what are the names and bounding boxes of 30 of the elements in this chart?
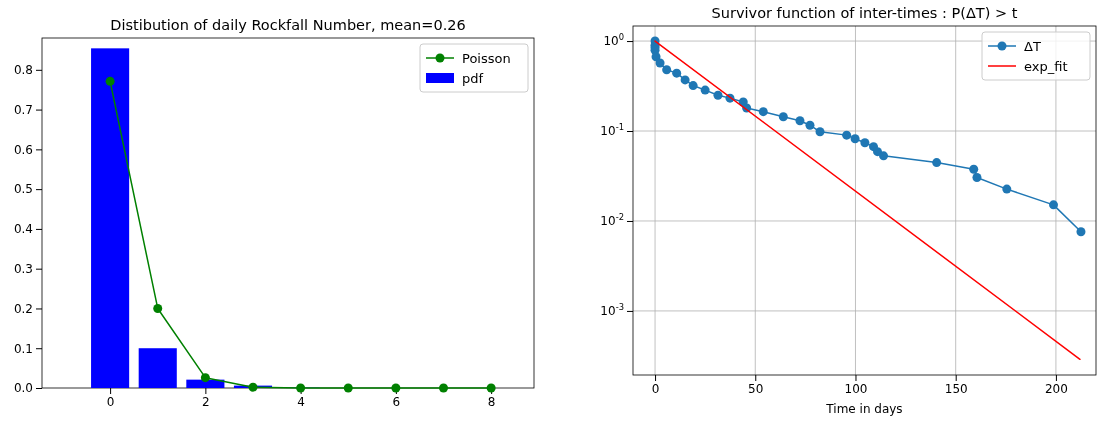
chart-title: Survivor function of inter-times : P(ΔT) > t [711, 5, 1018, 21]
y-tick-label: 10$^{0}$ [603, 32, 624, 49]
chart-title: Distibution of daily Rockfall Number, mean=0.26 [110, 17, 466, 33]
legend-label: exp_fit [1024, 58, 1068, 74]
y-tick-label: 0.7 [13, 102, 33, 117]
x-tick-label: 2 [202, 394, 210, 409]
legend-label: Poisson [462, 50, 511, 66]
x-tick-label: 0 [651, 381, 660, 396]
y-tick-label: 0.3 [13, 262, 33, 277]
x-tick-label: 50 [748, 381, 764, 396]
y-tick-label: 0.6 [13, 142, 33, 157]
y-tick-label: 0.8 [13, 63, 33, 78]
y-tick-label: 0.0 [13, 381, 33, 396]
y-tick-label: 10$^{-2}$ [600, 212, 624, 229]
y-tick-label: 0.5 [13, 182, 33, 197]
legend-label: ΔT [1024, 38, 1041, 54]
y-tick-label: 10$^{-1}$ [600, 122, 624, 139]
y-tick-label: 0.2 [13, 301, 33, 316]
x-axis-title: Time in days [825, 402, 903, 416]
x-tick-label: 4 [297, 394, 305, 409]
x-tick-label: 200 [1044, 381, 1068, 396]
y-tick-label: 0.4 [13, 222, 33, 237]
legend-label: pdf [462, 70, 484, 86]
x-tick-label: 100 [844, 381, 868, 396]
y-tick-label: 10$^{-3}$ [600, 302, 624, 319]
x-tick-label: 8 [487, 394, 496, 409]
x-tick-label: 6 [392, 394, 401, 409]
x-tick-label: 0 [106, 394, 115, 409]
y-tick-label: 0.1 [13, 341, 33, 356]
x-tick-label: 150 [944, 381, 968, 396]
